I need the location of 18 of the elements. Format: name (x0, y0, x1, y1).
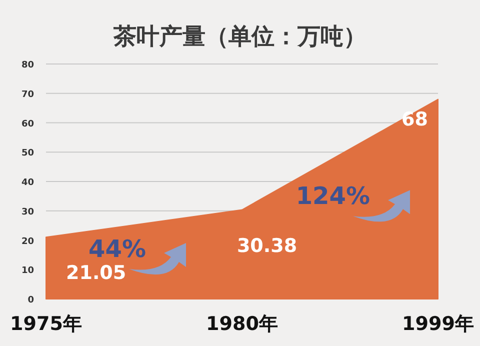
y-tick-label: 40 (21, 178, 34, 188)
x-tick-label: 1975年 (10, 313, 82, 335)
x-tick-label: 1980年 (206, 313, 278, 335)
annotation: 124% (296, 182, 370, 210)
y-tick-label: 50 (21, 148, 34, 159)
data-label: 21.05 (66, 262, 126, 284)
annotation: 44% (88, 234, 146, 263)
y-tick-label: 0 (28, 296, 34, 306)
y-tick-label: 30 (21, 207, 34, 218)
y-tick-label: 10 (21, 266, 34, 276)
y-tick-label: 60 (21, 119, 34, 130)
chart-title: 茶叶产量（单位：万吨） (112, 24, 366, 50)
data-label: 30.38 (236, 234, 298, 257)
y-tick-label: 70 (21, 90, 34, 100)
y-tick-label: 80 (21, 60, 34, 70)
x-tick-label: 1999年 (402, 313, 474, 335)
y-tick-label: 20 (21, 236, 34, 247)
data-label: 68 (402, 108, 428, 130)
